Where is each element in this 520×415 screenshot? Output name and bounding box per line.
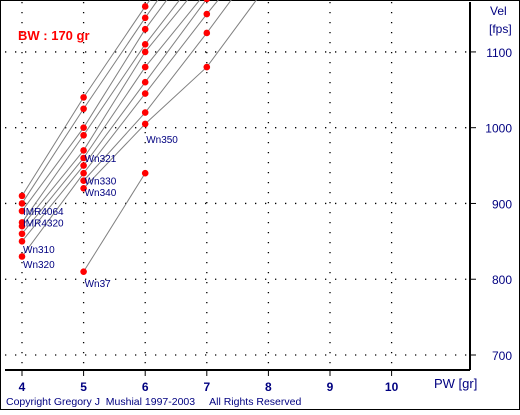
y-tick-label: 1000 [485, 122, 512, 136]
data-point [203, 0, 210, 3]
data-point [80, 147, 87, 154]
annotation-label: Wn310 [23, 245, 55, 256]
series-line-6 [21, 0, 201, 235]
data-point [80, 94, 87, 101]
y-tick-label: 1100 [486, 46, 512, 60]
data-point [80, 124, 87, 131]
data-point [141, 109, 149, 116]
x-tick-label: 4 [19, 380, 26, 394]
series-line-1 [21, 0, 151, 197]
data-point [80, 105, 87, 113]
data-point [141, 25, 149, 33]
x-axis-label: PW [gr] [434, 376, 477, 391]
data-point [141, 14, 149, 22]
x-tick-labels: 4 5 6 7 8 9 10 [19, 370, 399, 394]
series-line-3 [21, 0, 168, 212]
data-point [18, 192, 26, 200]
data-point [18, 253, 26, 260]
annotation-label: IMR4320 [23, 218, 64, 229]
data-point [141, 120, 149, 128]
y-axis-label-line-1: Vel [490, 4, 507, 18]
data-point [203, 63, 211, 71]
data-point [18, 200, 26, 207]
series-line-5 [21, 0, 189, 227]
data-point [80, 154, 87, 162]
data-point [18, 238, 26, 245]
data-point [141, 3, 149, 10]
annotation-label: IMR4064 [23, 207, 64, 218]
x-tick-label: 9 [327, 380, 334, 394]
data-point [18, 230, 26, 238]
annotation-label: Wn350 [146, 135, 178, 146]
y-tick-label: 700 [492, 349, 512, 363]
data-point [203, 10, 211, 18]
data-point [203, 29, 211, 37]
data-point [18, 222, 26, 230]
data-point [18, 207, 26, 215]
data-point [141, 90, 149, 97]
y-tick-label: 900 [492, 197, 512, 211]
data-point [80, 131, 87, 139]
series-line-4 [21, 0, 181, 223]
data-points [18, 0, 211, 275]
data-point [80, 169, 87, 177]
series-line-2 [21, 0, 159, 204]
chart-title: BW : 170 gr [18, 28, 90, 43]
series-line-7 [21, 0, 207, 242]
annotation-label: Wn330 [85, 177, 117, 188]
data-point [80, 268, 87, 275]
x-tick-label: 6 [142, 380, 149, 394]
data-point [80, 185, 87, 192]
data-point [141, 169, 149, 177]
annotation-label: Wn321 [85, 154, 117, 165]
x-tick-label: 8 [265, 380, 272, 394]
series-line-10 [83, 0, 257, 189]
y-axis-label-line-2: [fps] [489, 22, 512, 36]
data-point [141, 78, 149, 86]
data-point [141, 63, 149, 71]
annotation-label: Wn340 [85, 188, 117, 199]
data-point [80, 177, 87, 185]
x-tick-label: 5 [80, 380, 87, 394]
data-point [80, 162, 87, 169]
annotation-label: Wn37 [85, 279, 112, 290]
series-line-8 [21, 0, 219, 257]
y-tick-label: 800 [492, 273, 512, 287]
series-line-11 [83, 172, 146, 272]
annotation-label: Wn320 [23, 260, 55, 271]
footer-copyright: Copyright Gregory J Mushial 1997-2003 Al… [6, 396, 301, 408]
y-tick-labels: 700800900100011001200130014001500 [470, 46, 512, 363]
data-point [141, 41, 149, 48]
x-tick-label: 10 [385, 380, 399, 394]
x-tick-label: 7 [203, 380, 210, 394]
series-lines [21, 0, 257, 272]
data-point [141, 48, 149, 56]
